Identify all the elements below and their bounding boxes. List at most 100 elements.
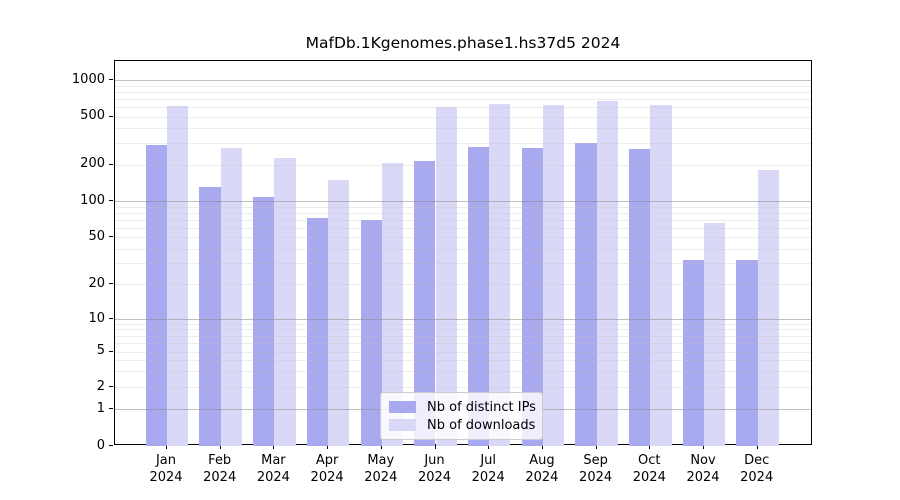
y-axis-tick-label: 20 (88, 275, 105, 291)
x-axis-tick-label: Nov 2024 (671, 452, 735, 486)
y-axis-tick-label: 2 (96, 378, 105, 394)
x-tick-month: May (367, 453, 395, 468)
legend-swatch-downloads (389, 419, 416, 431)
x-axis-tick-label: Aug 2024 (510, 452, 574, 486)
x-tick-mark (434, 445, 436, 449)
y-tick-mark (109, 408, 113, 409)
y-axis-tick-label: 100 (80, 192, 105, 208)
x-tick-mark (219, 445, 221, 449)
x-tick-month: Jun (424, 453, 445, 468)
bar-downloads-nov (704, 222, 726, 446)
bar-distinct-ips-dec (736, 260, 758, 446)
x-tick-year: 2024 (203, 470, 237, 485)
x-axis-tick-label: Mar 2024 (241, 452, 305, 486)
y-tick-mark (109, 115, 113, 117)
bar-distinct-ips-nov (682, 260, 704, 446)
y-axis-tick-label: 50 (88, 228, 105, 244)
bar-distinct-ips-sep (575, 142, 597, 446)
x-tick-month: Apr (315, 453, 339, 468)
x-tick-mark (273, 445, 275, 449)
x-tick-year: 2024 (417, 470, 452, 485)
x-tick-year: 2024 (686, 470, 720, 485)
gridline-minor (115, 99, 811, 101)
legend-swatch-distinct-ips (389, 401, 416, 413)
legend-label-downloads: Nb of downloads (427, 417, 536, 433)
bar-downloads-dec (757, 170, 779, 446)
x-tick-month: Nov (690, 453, 716, 468)
y-tick-mark (109, 200, 113, 201)
bar-downloads-feb (220, 148, 242, 446)
x-tick-month: Mar (261, 453, 286, 468)
x-tick-mark (166, 445, 167, 449)
gridline-minor (115, 164, 811, 166)
x-tick-month: Jan (155, 453, 177, 468)
x-axis-tick-label: Dec 2024 (725, 452, 789, 486)
chart-title: MafDb.1Kgenomes.phase1.hs37d5 2024 (305, 34, 621, 52)
x-tick-month: Feb (208, 453, 232, 468)
bar-distinct-ips-jun (414, 160, 436, 446)
bar-downloads-jun (435, 107, 457, 446)
x-tick-year: 2024 (149, 470, 183, 485)
bar-distinct-ips-apr (306, 218, 329, 446)
y-tick-mark (109, 318, 113, 319)
y-axis-tick-label: 500 (80, 108, 105, 124)
x-tick-year: 2024 (364, 470, 398, 485)
bar-downloads-aug (542, 104, 565, 446)
bar-distinct-ips-jan (145, 145, 167, 446)
x-tick-year: 2024 (525, 470, 559, 485)
x-axis-tick-label: Jan 2024 (134, 452, 198, 486)
bar-distinct-ips-may (360, 219, 382, 446)
x-axis-tick-label: Oct 2024 (617, 452, 681, 486)
y-axis-tick-label: 0 (96, 437, 105, 453)
x-tick-month: Dec (744, 453, 770, 468)
y-axis-tick-label: 10 (88, 310, 105, 326)
bar-distinct-ips-oct (629, 149, 651, 446)
x-tick-mark (595, 445, 597, 449)
y-tick-mark (109, 283, 113, 284)
bar-distinct-ips-aug (521, 148, 543, 446)
x-axis-tick-label: Apr 2024 (295, 452, 359, 486)
x-tick-year: 2024 (579, 470, 613, 485)
x-tick-mark (488, 445, 490, 449)
gridline-minor (115, 128, 811, 130)
gridline-minor (115, 107, 811, 109)
y-axis-tick-label: 5 (96, 343, 105, 358)
x-axis-tick-label: May 2024 (349, 452, 413, 486)
x-tick-month: Oct (638, 453, 661, 468)
bar-distinct-ips-mar (253, 196, 275, 446)
x-axis-tick-label: Jun 2024 (403, 452, 467, 486)
x-tick-mark (541, 445, 543, 449)
y-tick-mark (109, 236, 113, 238)
x-axis-tick-label: Jul 2024 (456, 452, 520, 486)
bar-downloads-may (381, 162, 404, 446)
gridline-minor (115, 143, 811, 145)
y-axis-tick-label: 1000 (71, 71, 105, 87)
x-tick-mark (703, 445, 704, 449)
bar-downloads-jan (167, 106, 189, 446)
y-tick-mark (109, 79, 113, 81)
x-tick-year: 2024 (256, 470, 290, 485)
x-tick-month: Jul (480, 453, 497, 468)
x-tick-month: Sep (583, 453, 608, 468)
bar-distinct-ips-feb (199, 187, 221, 446)
y-tick-mark (109, 386, 113, 387)
bar-downloads-apr (328, 179, 350, 446)
legend-item-distinct-ips: Nb of distinct IPs (389, 398, 536, 416)
bar-downloads-sep (596, 100, 618, 446)
gridline-major (115, 80, 811, 82)
x-tick-mark (649, 445, 651, 449)
x-tick-year: 2024 (740, 470, 774, 485)
x-axis-tick-label: Feb 2024 (188, 452, 252, 486)
plot-area (114, 60, 812, 446)
x-tick-mark (327, 445, 329, 449)
x-axis-tick-label: Sep 2024 (564, 452, 628, 486)
bar-downloads-mar (274, 158, 296, 446)
y-axis-tick-label: 1 (96, 400, 105, 416)
y-tick-mark (109, 350, 113, 352)
legend: Nb of distinct IPs Nb of downloads (380, 392, 543, 440)
x-tick-year: 2024 (632, 470, 666, 485)
gridline-minor (115, 85, 811, 87)
y-tick-mark (109, 445, 113, 446)
x-tick-year: 2024 (310, 470, 344, 485)
